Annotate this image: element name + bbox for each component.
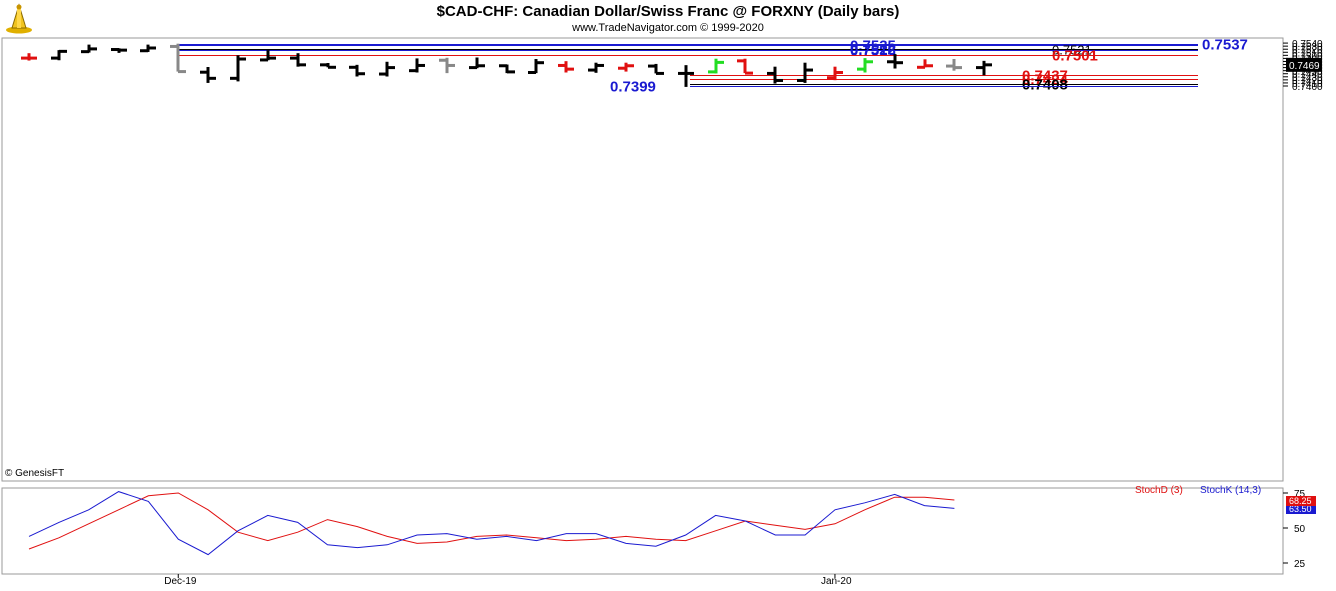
- level-label: 0.7437: [1022, 68, 1068, 85]
- chart-subtitle: www.TradeNavigator.com © 1999-2020: [572, 22, 764, 34]
- ohlc-bar: [81, 44, 97, 54]
- ohlc-bar: [349, 64, 365, 77]
- y-tick-label: 0.7440: [1292, 70, 1323, 81]
- price-axis: 0.74000.74100.74200.74300.74400.74500.74…: [1283, 39, 1323, 93]
- ohlc-bar: [439, 57, 455, 74]
- ohlc-bar: [648, 63, 664, 75]
- ohlc-bar: [290, 53, 306, 67]
- legend-stochd: StochD (3): [1135, 485, 1183, 496]
- stochd-value: 68.25: [1289, 496, 1312, 506]
- copyright-text: © GenesisFT: [5, 468, 65, 479]
- ohlc-bar: [737, 58, 753, 75]
- level-label: 0.7501: [1052, 48, 1098, 65]
- ohlc-bar: [111, 48, 127, 53]
- legend-stochk: StochK (14,3): [1200, 485, 1261, 496]
- ohlc-bar: [528, 59, 544, 75]
- level-label: 0.7516: [850, 43, 896, 60]
- ohlc-bar: [469, 57, 485, 70]
- y-tick-label: 0.7400: [1292, 82, 1323, 93]
- ohlc-bar: [499, 64, 515, 74]
- x-tick-label: Jan-20: [821, 576, 852, 587]
- ohlc-bar: [618, 62, 634, 72]
- ohlc-bar: [767, 66, 783, 84]
- y-tick-label: 0.7520: [1292, 45, 1323, 56]
- ohlc-bar: [946, 59, 962, 71]
- level-label: 0.7399: [610, 79, 656, 96]
- ohlc-bar: [21, 53, 37, 61]
- stoch-line-stochd: [28, 492, 955, 550]
- y-tick-label: 0.7540: [1292, 39, 1323, 50]
- ohlc-bar: [200, 66, 216, 83]
- stoch-tick-label: 75: [1294, 489, 1306, 500]
- y-tick-label: 0.7510: [1292, 48, 1323, 59]
- ohlc-bar: [708, 58, 724, 74]
- stochastic-panel-frame: [1, 487, 1284, 575]
- last-price-label: 0.7469: [1289, 61, 1320, 72]
- ohlc-bar: [857, 58, 873, 73]
- ohlc-bar: [379, 61, 395, 77]
- y-tick-label: 0.7410: [1292, 79, 1323, 90]
- stochk-value: 63.50: [1289, 504, 1312, 514]
- ohlc-bar: [827, 66, 843, 81]
- ohlc-bar: [230, 55, 246, 82]
- ohlc-bar: [409, 58, 425, 73]
- ohlc-bar: [140, 44, 156, 53]
- ohlc-bar: [170, 43, 186, 74]
- ohlc-bar: [51, 49, 67, 61]
- chart-title: $CAD-CHF: Canadian Dollar/Swiss Franc @ …: [436, 3, 900, 20]
- stochd-value-box: [1286, 496, 1316, 506]
- ohlc-bar: [588, 62, 604, 73]
- ohlc-bar: [678, 65, 694, 87]
- ohlc-bar: [558, 61, 574, 73]
- y-tick-label: 0.7430: [1292, 73, 1323, 84]
- ohlc-bar: [797, 62, 813, 83]
- ohlc-bar: [976, 60, 992, 76]
- ohlc-bar: [887, 54, 903, 69]
- last-price-box: [1286, 57, 1322, 72]
- ohlc-bars: [21, 43, 992, 87]
- chart-header: $CAD-CHF: Canadian Dollar/Swiss Franc @ …: [0, 0, 1336, 38]
- trade-navigator-logo-icon: [4, 2, 34, 34]
- date-axis: Dec-19 Jan-20: [164, 574, 852, 587]
- y-tick-label: 0.7530: [1292, 42, 1323, 53]
- level-label: 0.7408: [1022, 77, 1068, 94]
- stochk-value-box: [1286, 504, 1316, 514]
- x-tick-label: Dec-19: [164, 576, 197, 587]
- stoch-line-stochk: [28, 491, 955, 556]
- y-tick-label: 0.7450: [1292, 67, 1323, 78]
- level-label: 0.7537: [1202, 37, 1248, 54]
- stoch-tick-label: 25: [1294, 559, 1306, 570]
- y-tick-label: 0.7500: [1292, 51, 1323, 62]
- y-tick-label: 0.7420: [1292, 76, 1323, 87]
- ohlc-bar: [917, 59, 933, 69]
- ohlc-bar: [320, 63, 336, 69]
- stoch-tick-label: 50: [1294, 524, 1306, 535]
- price-panel-frame: [1, 37, 1284, 482]
- ohlc-bar: [260, 50, 276, 62]
